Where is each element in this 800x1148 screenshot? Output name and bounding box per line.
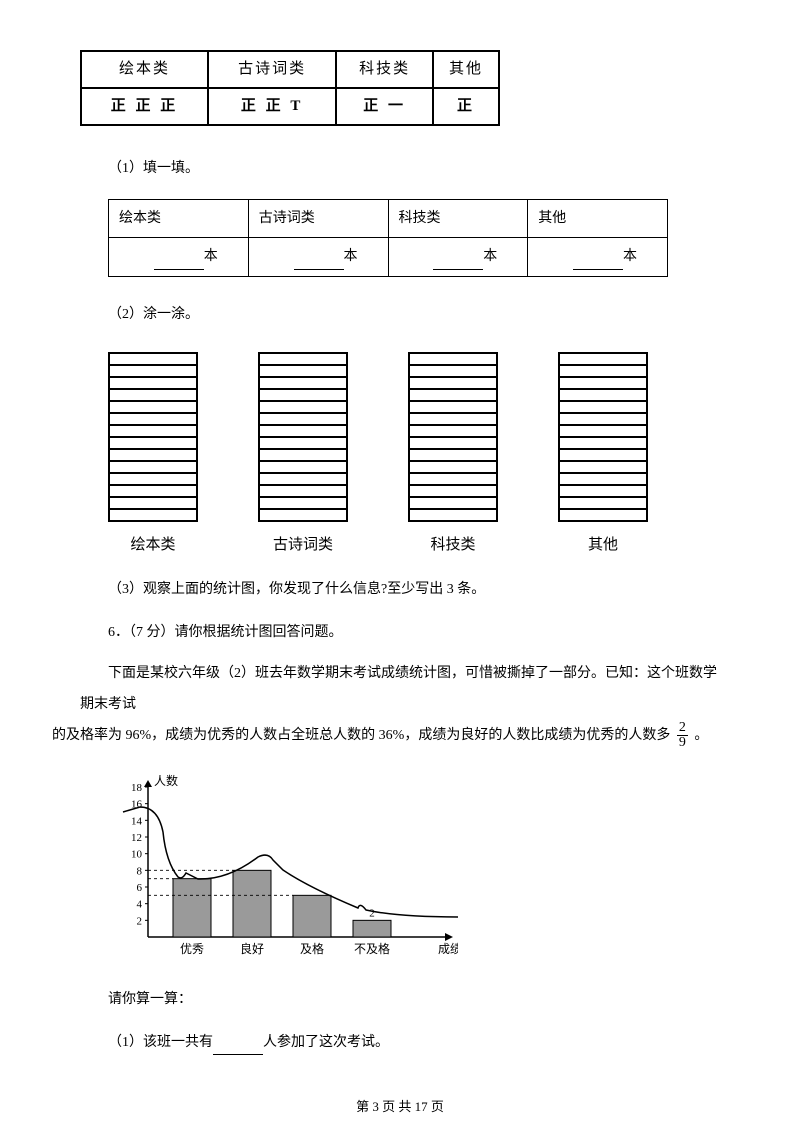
question-3: （3）观察上面的统计图，你发现了什么信息?至少写出 3 条。 [80,577,720,602]
tally-h3: 其他 [433,51,499,88]
svg-text:2: 2 [369,907,375,919]
page-footer: 第 3 页 共 17 页 [80,1095,720,1118]
fill-h0: 绘本类 [109,200,249,238]
svg-text:不及格: 不及格 [354,941,390,956]
pf-b: 页 共 [379,1099,415,1114]
svg-text:优秀: 优秀 [180,942,204,956]
fill-table: 绘本类 古诗词类 科技类 其他 本 本 本 本 [108,199,668,276]
fill-b0[interactable]: 本 [109,238,249,276]
column-2: 科技类 [408,352,498,559]
calc-q1: （1）该班一共有 人参加了这次考试。 [80,1030,720,1055]
column-label-3: 其他 [558,532,648,559]
tally-marks-row: 正 正 正 正 正 T 正 一 正 [81,88,499,125]
unit-3: 本 [623,249,637,264]
unit-1: 本 [344,249,358,264]
tally-h0: 绘本类 [81,51,208,88]
unit-2: 本 [483,249,497,264]
tally-h2: 科技类 [336,51,433,88]
chart-svg: 24681012141618人数成绩优秀良好及格2不及格 [108,772,458,972]
pf-c: 页 [428,1099,444,1114]
tally-m2: 正 一 [336,88,433,125]
para-line-2b: 。 [694,728,708,743]
column-label-2: 科技类 [408,532,498,559]
fill-header-row: 绘本类 古诗词类 科技类 其他 [109,200,668,238]
tally-table: 绘本类 古诗词类 科技类 其他 正 正 正 正 正 T 正 一 正 [80,50,500,126]
column-label-0: 绘本类 [108,532,198,559]
svg-text:12: 12 [131,832,142,844]
calc1a: （1）该班一共有 [108,1035,213,1050]
tally-header-row: 绘本类 古诗词类 科技类 其他 [81,51,499,88]
svg-text:良好: 良好 [240,941,264,956]
column-1: 古诗词类 [258,352,348,559]
tally-m3: 正 [433,88,499,125]
blank-columns-chart: 绘本类 古诗词类 科技类 其他 [108,352,720,559]
question-6: 6．（7 分）请你根据统计图回答问题。 [80,620,720,645]
svg-text:8: 8 [137,865,143,877]
svg-text:4: 4 [137,898,143,910]
grade-bar-chart: 24681012141618人数成绩优秀良好及格2不及格 [108,772,458,972]
fill-blank-row: 本 本 本 本 [109,238,668,276]
svg-text:2: 2 [137,915,143,927]
para-line-1: 下面是某校六年级（2）班去年数学期末考试成绩统计图，可惜被撕掉了一部分。已知：这… [80,666,717,712]
tally-m0: 正 正 正 [81,88,208,125]
unit-0: 本 [204,249,218,264]
fraction-den: 9 [677,736,688,750]
fill-b1[interactable]: 本 [248,238,388,276]
fill-h1: 古诗词类 [248,200,388,238]
fill-h2: 科技类 [388,200,528,238]
svg-text:及格: 及格 [300,941,324,956]
svg-text:18: 18 [131,782,143,794]
tally-h1: 古诗词类 [208,51,336,88]
fraction-num: 2 [677,721,688,736]
svg-text:10: 10 [131,848,143,860]
pf-a: 第 [356,1099,372,1114]
svg-text:成绩: 成绩 [438,942,458,956]
fill-b2[interactable]: 本 [388,238,528,276]
tally-m1: 正 正 T [208,88,336,125]
calc1b: 人参加了这次考试。 [263,1035,389,1050]
column-3: 其他 [558,352,648,559]
column-label-1: 古诗词类 [258,532,348,559]
fill-b3[interactable]: 本 [528,238,668,276]
svg-text:14: 14 [131,815,143,827]
column-0: 绘本类 [108,352,198,559]
svg-text:6: 6 [137,882,143,894]
fill-h3: 其他 [528,200,668,238]
question-1: （1）填一填。 [80,156,720,181]
question-2: （2）涂一涂。 [80,302,720,327]
svg-text:人数: 人数 [154,773,178,788]
fraction: 2 9 [677,721,688,750]
paragraph: 下面是某校六年级（2）班去年数学期末考试成绩统计图，可惜被撕掉了一部分。已知：这… [80,659,720,751]
pf-tot: 17 [415,1099,428,1114]
calc-header: 请你算一算： [80,987,720,1012]
calc1-blank[interactable] [213,1054,263,1055]
para-line-2a: 的及格率为 96%，成绩为优秀的人数占全班总人数的 36%，成绩为良好的人数比成… [52,728,670,743]
